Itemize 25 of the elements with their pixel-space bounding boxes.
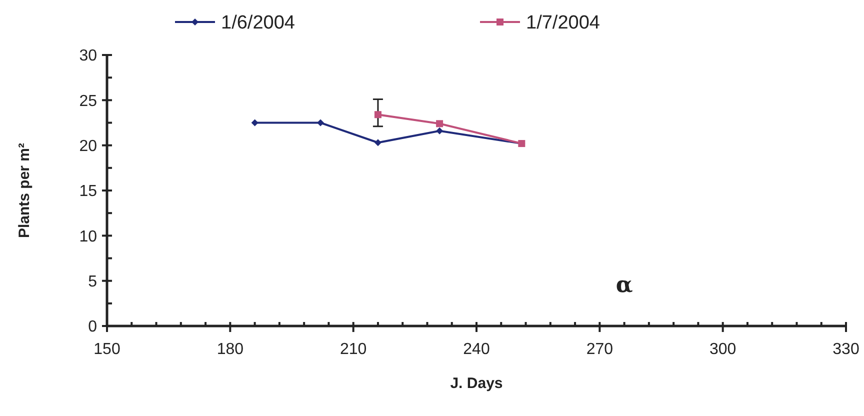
x-tick-label: 270 bbox=[586, 341, 614, 358]
y-tick-label: 30 bbox=[79, 48, 98, 65]
point bbox=[374, 139, 382, 146]
y-tick-label: 10 bbox=[79, 228, 98, 246]
point bbox=[316, 119, 324, 126]
x-tick-label: 210 bbox=[340, 341, 367, 358]
annotation: α bbox=[616, 272, 633, 298]
x-tick-label: 180 bbox=[216, 341, 244, 358]
x-tick-label: 300 bbox=[709, 341, 736, 358]
x-tick-label: 330 bbox=[832, 341, 860, 358]
point bbox=[251, 119, 258, 126]
legend-label: 1/6/2004 bbox=[221, 12, 296, 34]
y-tick-label: 15 bbox=[79, 183, 98, 200]
y-axis-title: Plants per m² bbox=[16, 142, 33, 238]
legend-label: 1/7/2004 bbox=[526, 12, 600, 34]
x-axis-title: J. Days bbox=[450, 375, 503, 392]
y-tick-label: 20 bbox=[79, 138, 98, 155]
y-tick-label: 0 bbox=[88, 318, 98, 336]
point bbox=[436, 127, 444, 134]
y-tick-label: 5 bbox=[88, 273, 98, 290]
point bbox=[374, 111, 382, 118]
y-tick-label: 25 bbox=[79, 92, 98, 110]
x-tick-label: 150 bbox=[94, 341, 120, 358]
point bbox=[436, 120, 444, 128]
x-tick-label: 240 bbox=[463, 341, 490, 358]
